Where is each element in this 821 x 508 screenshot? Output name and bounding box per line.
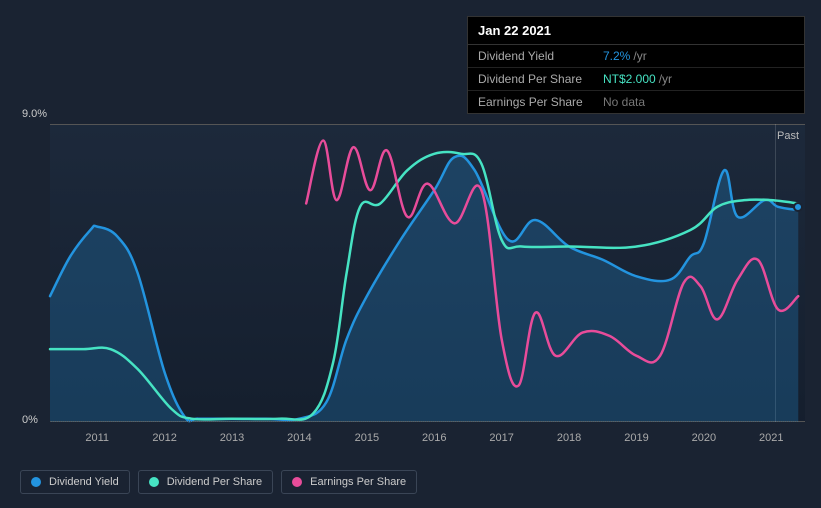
chart-svg <box>50 124 805 422</box>
legend-label: Dividend Per Share <box>167 476 262 488</box>
legend: Dividend Yield Dividend Per Share Earnings… <box>20 470 417 494</box>
tooltip-row: Dividend Yield7.2%/yr <box>468 45 804 68</box>
legend-label: Dividend Yield <box>49 476 119 488</box>
tooltip-value: NT$2.000 <box>603 72 656 86</box>
x-tick: 2014 <box>287 432 311 444</box>
chart-area: 9.0% 0% Past 201120122013201420152016201… <box>20 112 805 452</box>
x-tick: 2017 <box>489 432 513 444</box>
tooltip-label: Dividend Per Share <box>478 72 603 86</box>
legend-swatch <box>149 477 159 487</box>
y-axis-min: 0% <box>22 414 38 426</box>
x-tick: 2012 <box>152 432 176 444</box>
tooltip-row: Earnings Per ShareNo data <box>468 91 804 113</box>
x-tick: 2015 <box>355 432 379 444</box>
x-tick: 2011 <box>85 432 109 444</box>
x-tick: 2021 <box>759 432 783 444</box>
x-tick: 2018 <box>557 432 581 444</box>
legend-item[interactable]: Earnings Per Share <box>281 470 417 494</box>
legend-label: Earnings Per Share <box>310 476 406 488</box>
tooltip-value: 7.2% <box>603 49 630 63</box>
y-axis-max: 9.0% <box>22 108 47 120</box>
baseline <box>50 421 805 422</box>
tooltip-value: No data <box>603 95 645 109</box>
x-axis: 2011 2012 2013 2014 2015 2016 2017 2018 2019 2020… <box>50 432 805 452</box>
x-tick: 2016 <box>422 432 446 444</box>
tooltip-date: Jan 22 2021 <box>468 17 804 45</box>
plot-area[interactable]: Past <box>50 124 805 422</box>
legend-item[interactable]: Dividend Yield <box>20 470 130 494</box>
tooltip-label: Dividend Yield <box>478 49 603 63</box>
x-tick: 2020 <box>692 432 716 444</box>
series-end-dot <box>793 202 803 212</box>
tooltip-row: Dividend Per ShareNT$2.000/yr <box>468 68 804 91</box>
legend-item[interactable]: Dividend Per Share <box>138 470 273 494</box>
legend-swatch <box>31 477 41 487</box>
past-label: Past <box>777 130 799 142</box>
x-tick: 2019 <box>624 432 648 444</box>
tooltip-label: Earnings Per Share <box>478 95 603 109</box>
tooltip-suffix: /yr <box>659 72 672 86</box>
dividend-yield-area <box>50 156 798 422</box>
tooltip: Jan 22 2021 Dividend Yield7.2%/yrDividen… <box>467 16 805 114</box>
tooltip-suffix: /yr <box>633 49 646 63</box>
legend-swatch <box>292 477 302 487</box>
x-tick: 2013 <box>220 432 244 444</box>
